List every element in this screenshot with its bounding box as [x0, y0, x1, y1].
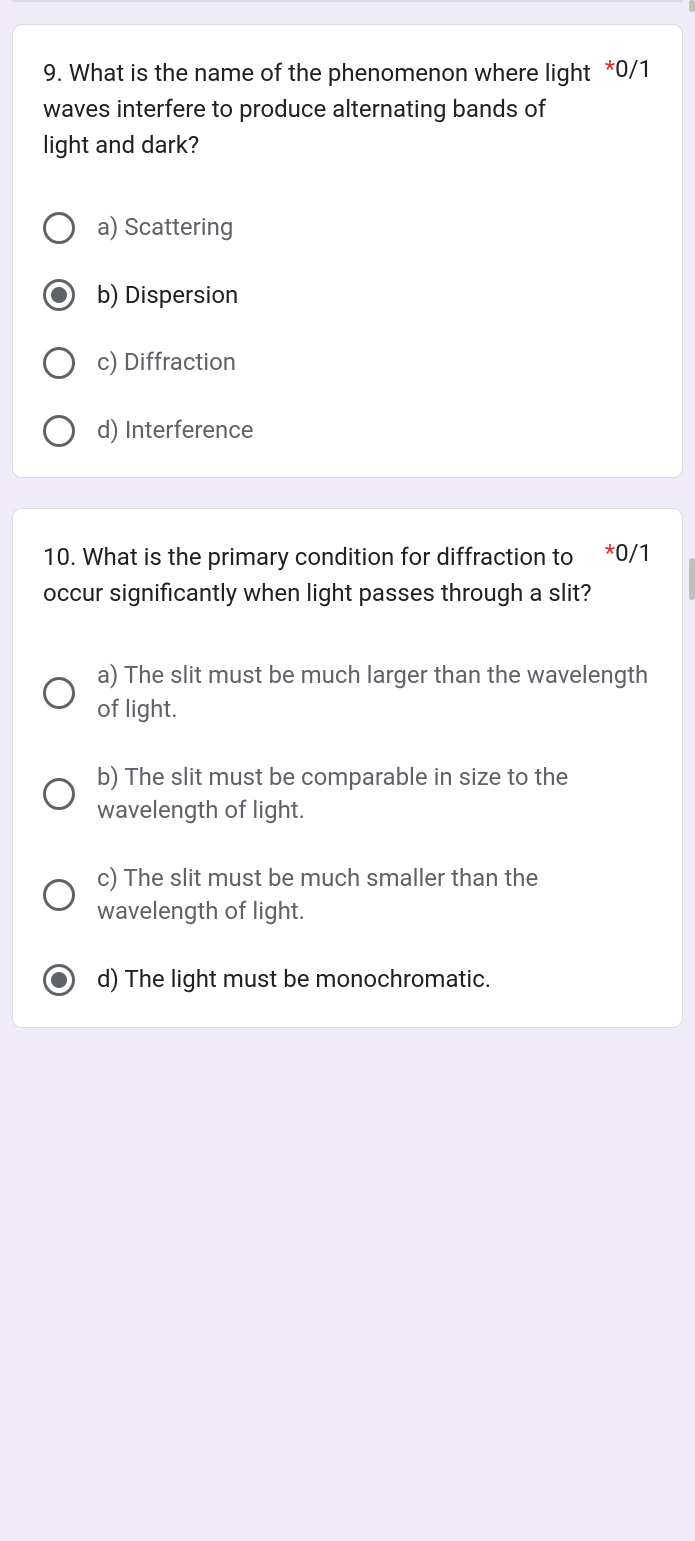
option-c[interactable]: c) The slit must be much smaller than th… [43, 862, 652, 929]
option-label: a) Scattering [97, 211, 233, 245]
top-divider [12, 0, 683, 2]
options-list: a) Scattering b) Dispersion c) Diffracti… [43, 211, 652, 447]
radio-icon [43, 279, 75, 311]
question-card-9: 9. What is the name of the phenomenon wh… [12, 24, 683, 478]
option-d[interactable]: d) The light must be monochromatic. [43, 963, 652, 997]
option-b[interactable]: b) The slit must be comparable in size t… [43, 761, 652, 828]
question-card-10: 10. What is the primary condition for di… [12, 508, 683, 1027]
scroll-indicator [689, 0, 695, 12]
option-label: d) Interference [97, 414, 253, 448]
question-text: 9. What is the name of the phenomenon wh… [43, 55, 593, 163]
option-c[interactable]: c) Diffraction [43, 346, 652, 380]
score-wrap: *0/1 [605, 539, 652, 567]
required-asterisk: * [605, 539, 615, 567]
radio-icon [43, 778, 75, 810]
option-label: b) Dispersion [97, 279, 238, 313]
question-header: 9. What is the name of the phenomenon wh… [43, 55, 652, 163]
option-label: c) Diffraction [97, 346, 236, 380]
score-wrap: *0/1 [605, 55, 652, 83]
question-text: 10. What is the primary condition for di… [43, 539, 593, 611]
option-label: a) The slit must be much larger than the… [97, 659, 652, 726]
score-value: 0/1 [615, 539, 652, 567]
radio-icon [43, 212, 75, 244]
option-d[interactable]: d) Interference [43, 414, 652, 448]
radio-icon [43, 347, 75, 379]
question-header: 10. What is the primary condition for di… [43, 539, 652, 611]
options-list: a) The slit must be much larger than the… [43, 659, 652, 996]
option-b[interactable]: b) Dispersion [43, 279, 652, 313]
radio-icon [43, 677, 75, 709]
option-label: c) The slit must be much smaller than th… [97, 862, 652, 929]
radio-icon [43, 415, 75, 447]
scroll-indicator [689, 558, 695, 600]
radio-icon [43, 879, 75, 911]
radio-icon [43, 964, 75, 996]
required-asterisk: * [605, 55, 615, 83]
option-a[interactable]: a) Scattering [43, 211, 652, 245]
option-label: d) The light must be monochromatic. [97, 963, 491, 997]
option-label: b) The slit must be comparable in size t… [97, 761, 652, 828]
option-a[interactable]: a) The slit must be much larger than the… [43, 659, 652, 726]
score-value: 0/1 [615, 55, 652, 83]
